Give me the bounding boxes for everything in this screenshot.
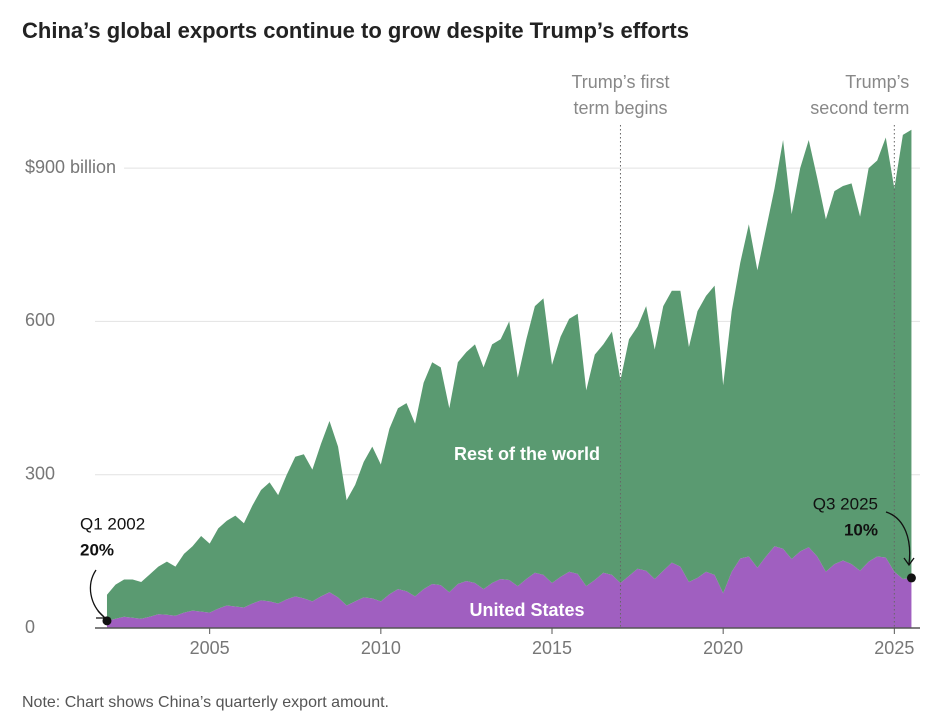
point-label: Q3 2025 <box>813 494 878 513</box>
x-tick-label: 2025 <box>874 638 914 658</box>
point-label: Q1 2002 <box>80 514 145 533</box>
annotation-text: term begins <box>573 98 667 118</box>
arrow-head <box>96 610 107 619</box>
y-tick-label: 600 <box>25 310 55 330</box>
point <box>906 573 916 583</box>
area-label: Rest of the world <box>454 444 600 464</box>
chart-title: China’s global exports continue to grow … <box>22 18 689 43</box>
x-tick-label: 2005 <box>190 638 230 658</box>
area-label: United States <box>469 600 584 620</box>
x-tick-label: 2015 <box>532 638 572 658</box>
arrow <box>89 569 105 618</box>
x-tick-label: 2010 <box>361 638 401 658</box>
arrow <box>885 511 911 565</box>
area <box>106 129 912 621</box>
foreground: Rest of the world United States 2005 2010 20… <box>80 72 920 658</box>
arrow-head <box>903 557 915 567</box>
annotation-text: Trump’s first <box>571 72 669 92</box>
area <box>106 546 912 628</box>
x-tick-label: 2020 <box>703 638 743 658</box>
y-tick-label: 300 <box>25 463 55 483</box>
annotation-text: second term <box>810 98 909 118</box>
y-tick-label: $900 billion <box>25 157 116 177</box>
y-tick-label: 0 <box>25 617 35 637</box>
areas <box>106 129 912 628</box>
point-label: 20% <box>80 540 114 559</box>
annotation-text: Trump’s <box>845 72 909 92</box>
point-label: 10% <box>844 520 878 539</box>
note: Note: Chart shows China’s quarterly expo… <box>22 694 389 711</box>
